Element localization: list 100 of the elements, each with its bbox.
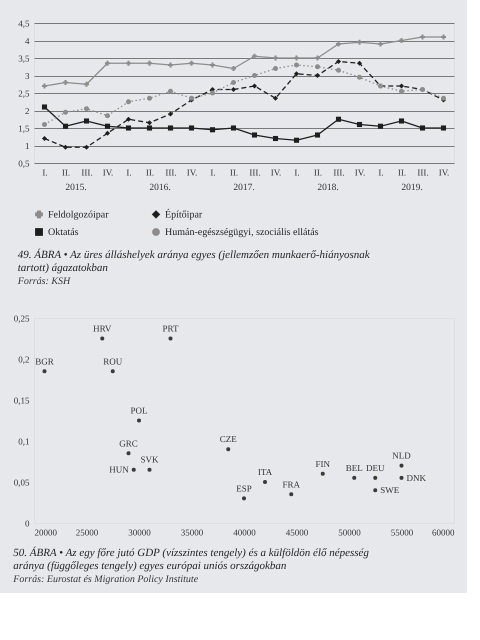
x-tick-label: III. <box>333 168 345 178</box>
point <box>336 58 342 64</box>
x-tick-label: III. <box>81 168 93 178</box>
point <box>104 60 110 66</box>
point <box>252 54 258 59</box>
y-tick-label: 2,5 <box>18 88 30 98</box>
point <box>42 83 48 89</box>
legend-label: Oktatás <box>48 227 79 238</box>
point <box>84 118 90 124</box>
point <box>272 136 278 142</box>
x-tick-label: III. <box>417 168 429 178</box>
point <box>378 124 384 129</box>
point <box>42 104 48 110</box>
point <box>294 71 300 76</box>
point <box>210 127 216 132</box>
point <box>126 99 132 104</box>
point <box>294 62 300 68</box>
point <box>336 41 342 47</box>
y-tick-label: 3 <box>25 71 30 81</box>
x-tick-label: IV. <box>186 168 198 178</box>
text: 2016. <box>149 183 171 193</box>
x-tick-label: III. <box>249 168 261 178</box>
point <box>294 55 300 61</box>
point <box>104 130 110 136</box>
point <box>356 122 362 128</box>
y-tick-label: 3,5 <box>18 54 30 64</box>
x-tick-label: III. <box>165 168 177 178</box>
x-tick-label: 60000 <box>432 528 455 538</box>
point <box>314 55 320 61</box>
point <box>378 41 384 47</box>
point <box>314 132 320 138</box>
point <box>314 72 320 78</box>
x-tick-label: IV. <box>354 168 366 178</box>
y-tick-label: 4 <box>25 36 30 46</box>
legend-label: Építőipar <box>165 208 203 220</box>
point <box>126 60 132 66</box>
point <box>168 111 174 117</box>
point <box>420 34 426 40</box>
point <box>356 40 362 45</box>
point <box>440 34 446 40</box>
point <box>272 96 278 101</box>
point <box>230 66 236 72</box>
point <box>440 125 446 131</box>
x-tick-label: II. <box>146 168 154 178</box>
point <box>252 83 258 89</box>
y-tick-label: 4,5 <box>18 18 30 28</box>
point <box>398 118 404 124</box>
x-tick-label: I. <box>210 168 216 178</box>
y-tick-label: 0,5 <box>18 158 30 168</box>
text: 2015. <box>65 183 87 193</box>
x-tick-label: II. <box>230 168 238 178</box>
point <box>168 62 174 68</box>
point <box>168 88 174 94</box>
text: 2017. <box>233 183 255 193</box>
x-tick-label: IV. <box>102 168 114 178</box>
point <box>146 96 152 101</box>
point <box>84 144 90 150</box>
point <box>126 125 132 131</box>
point <box>272 55 278 61</box>
x-tick-label: I. <box>126 168 132 178</box>
point <box>398 88 404 94</box>
point <box>104 124 110 129</box>
x-tick-label: I. <box>42 168 48 178</box>
point <box>398 38 404 44</box>
point <box>356 60 362 66</box>
y-tick-label: 2 <box>25 106 30 116</box>
point <box>230 125 236 131</box>
x-tick-label: IV. <box>438 168 450 178</box>
point <box>146 60 152 66</box>
point <box>336 68 342 73</box>
x-tick-label: II. <box>398 168 406 178</box>
point <box>62 110 68 115</box>
point <box>294 138 300 143</box>
point <box>62 80 68 86</box>
point <box>188 60 194 66</box>
point <box>42 122 48 128</box>
y-tick-label: 1,5 <box>18 124 30 134</box>
legend-label: Humán-egészségügyi, szociális ellátás <box>165 227 319 238</box>
point <box>104 113 110 118</box>
point <box>230 86 236 92</box>
text: Forrás: KSH <box>16 276 72 287</box>
point <box>62 124 68 129</box>
point <box>230 80 236 86</box>
point <box>272 66 278 72</box>
point <box>356 74 362 80</box>
point <box>42 136 48 142</box>
point <box>188 125 194 131</box>
point <box>210 90 216 96</box>
y-tick-label: 1 <box>25 141 30 151</box>
point <box>314 64 320 70</box>
point <box>252 132 258 138</box>
point <box>84 82 90 87</box>
x-tick-label: I. <box>378 168 384 178</box>
point <box>210 62 216 68</box>
x-tick-label: II. <box>314 168 322 178</box>
point <box>84 106 90 112</box>
point <box>336 116 342 122</box>
legend-label: Feldolgozóipar <box>48 209 110 220</box>
x-tick-label: IV. <box>270 168 282 178</box>
point <box>146 120 152 126</box>
